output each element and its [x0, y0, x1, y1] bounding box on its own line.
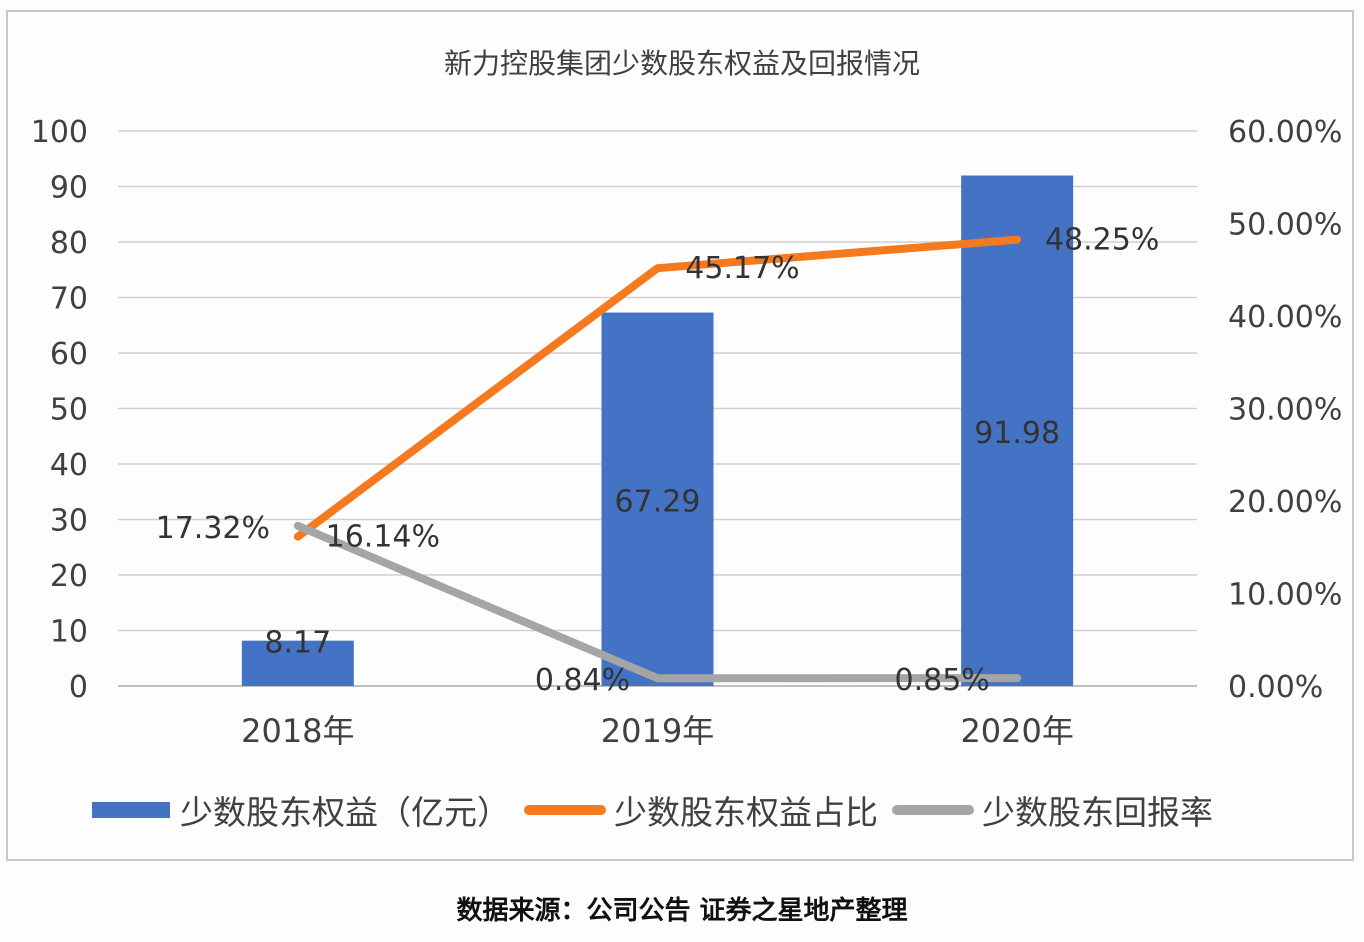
y-left-tick: 90	[50, 171, 88, 206]
y-left-tick: 30	[50, 504, 88, 539]
x-axis: 2018年 2019年 2020年	[241, 712, 1074, 750]
y-right-tick: 60.00%	[1228, 115, 1342, 150]
source-note: 数据来源：公司公告 证券之星地产整理	[456, 896, 908, 926]
y-axis-left: 0 10 20 30 40 50 60 70 80 90 100	[31, 115, 88, 705]
y-left-tick: 50	[50, 393, 88, 428]
y-left-tick: 70	[50, 282, 88, 317]
x-tick: 2019年	[601, 712, 714, 750]
y-left-tick: 20	[50, 559, 88, 594]
y-left-tick: 10	[50, 615, 88, 650]
x-tick: 2018年	[241, 712, 354, 750]
y-left-tick: 40	[50, 448, 88, 483]
y-right-tick: 0.00%	[1228, 670, 1323, 705]
return-line[interactable]	[293, 521, 1022, 683]
bar[interactable]	[601, 312, 714, 686]
share-value-label: 45.17%	[685, 251, 799, 286]
y-left-tick: 0	[69, 670, 88, 705]
bar-value-label: 91.98	[974, 416, 1060, 451]
legend-item-equity[interactable]: 少数股东权益（亿元）	[92, 786, 510, 834]
legend-item-return[interactable]: 少数股东回报率	[892, 786, 1213, 834]
bar[interactable]	[241, 640, 354, 686]
bar-value-label: 67.29	[615, 484, 701, 519]
y-left-tick: 60	[50, 337, 88, 372]
legend: 少数股东权益（亿元） 少数股东权益占比 少数股东回报率	[92, 786, 1227, 834]
y-left-tick: 80	[50, 226, 88, 261]
bar[interactable]	[961, 175, 1074, 687]
bar-value-label: 8.17	[264, 626, 331, 661]
y-right-tick: 10.00%	[1228, 578, 1342, 613]
legend-line-swatch-icon	[892, 805, 974, 815]
y-right-tick: 30.00%	[1228, 393, 1342, 428]
share-line[interactable]	[293, 235, 1022, 541]
legend-label: 少数股东权益（亿元）	[180, 793, 510, 832]
bar-series	[241, 175, 1074, 687]
legend-label: 少数股东回报率	[982, 793, 1213, 832]
y-right-tick: 50.00%	[1228, 208, 1342, 243]
share-value-label: 48.25%	[1045, 223, 1159, 258]
return-value-label: 17.32%	[156, 511, 270, 546]
data-labels: 8.17 67.29 91.98 16.14% 45.17% 48.25% 17.32% 0.…	[156, 223, 1160, 699]
y-right-tick: 40.00%	[1228, 300, 1342, 335]
y-right-tick: 20.00%	[1228, 485, 1342, 520]
x-tick: 2020年	[960, 712, 1073, 750]
share-value-label: 16.14%	[326, 520, 440, 555]
return-value-label: 0.85%	[895, 663, 990, 698]
y-axis-right: 0.00% 10.00% 20.00% 30.00% 40.00% 50.00% 60.00…	[1228, 115, 1342, 705]
return-value-label: 0.84%	[535, 663, 630, 698]
legend-bar-swatch-icon	[92, 802, 170, 818]
legend-label: 少数股东权益占比	[614, 793, 878, 832]
line-series	[293, 235, 1022, 683]
y-left-tick: 100	[31, 115, 88, 150]
chart-title: 新力控股集团少数股东权益及回报情况	[443, 47, 920, 80]
legend-line-swatch-icon	[524, 805, 606, 815]
legend-item-share[interactable]: 少数股东权益占比	[524, 786, 878, 834]
